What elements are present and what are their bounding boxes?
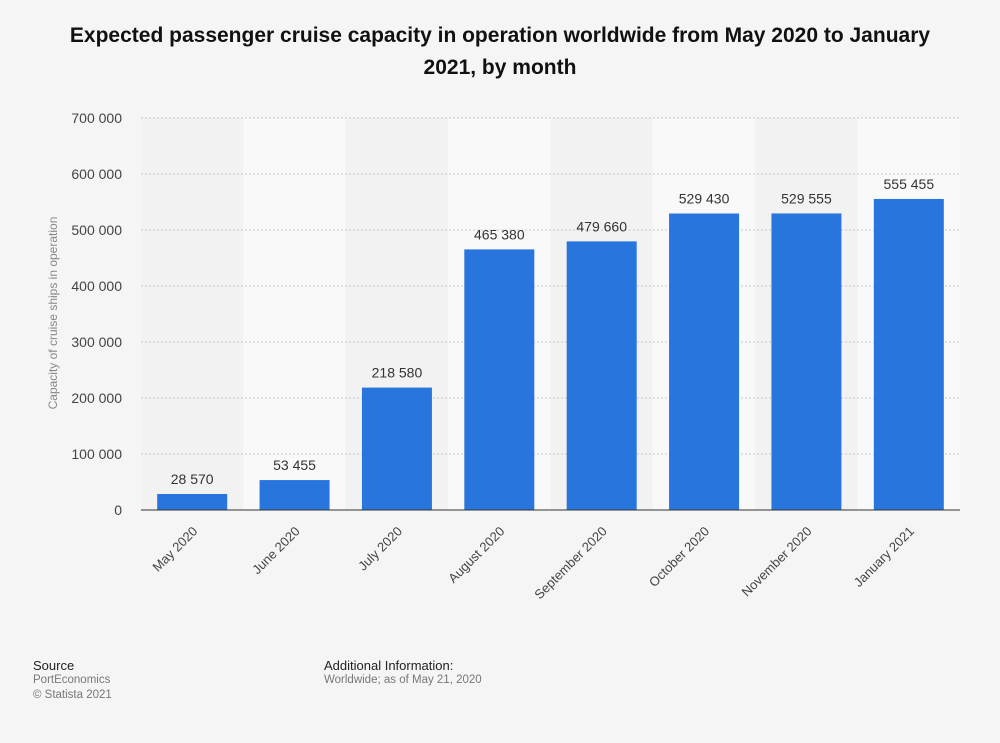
y-tick-label: 500 000	[71, 222, 122, 238]
x-tick-label: November 2020	[739, 524, 815, 600]
y-tick-label: 400 000	[71, 278, 122, 294]
plot-band	[243, 118, 346, 510]
x-tick-label: May 2020	[149, 524, 200, 575]
bars	[157, 198, 944, 511]
copyright: © Statista 2021	[33, 689, 112, 701]
chart-title: Expected passenger cruise capacity in op…	[69, 24, 931, 79]
x-tick-label: June 2020	[249, 524, 303, 578]
bar[interactable]	[566, 241, 637, 511]
x-axis-ticks: May 2020 June 2020 July 2020 August 2020 Sep…	[149, 524, 917, 603]
data-label: 53 455	[273, 457, 316, 473]
x-tick-label: January 2021	[851, 524, 917, 590]
y-tick-label: 300 000	[71, 334, 122, 350]
x-tick-label: August 2020	[445, 524, 507, 586]
y-tick-label: 200 000	[71, 390, 122, 406]
additional-info-text: Worldwide; as of May 21, 2020	[324, 674, 482, 686]
data-label: 465 380	[474, 226, 525, 242]
y-tick-label: 700 000	[71, 110, 122, 126]
additional-info-block: Additional Information: Worldwide; as of…	[324, 658, 482, 688]
x-tick-label: September 2020	[531, 524, 610, 603]
y-tick-label: 0	[114, 502, 122, 518]
bar[interactable]	[669, 213, 740, 510]
source-heading: Source	[33, 658, 75, 673]
gridlines	[141, 117, 960, 455]
bar[interactable]	[873, 198, 944, 511]
data-label: 28 570	[171, 471, 214, 487]
value-labels: 28 570 53 455 218 580 465 380 479 660 529 430…	[171, 176, 935, 487]
source-name[interactable]: PortEconomics	[33, 674, 111, 686]
bar[interactable]	[464, 249, 535, 510]
bar[interactable]	[361, 387, 432, 510]
data-label: 529 430	[679, 191, 730, 207]
bar[interactable]	[157, 494, 228, 510]
y-axis-label: Capacity of cruise ships in operation	[46, 217, 60, 410]
data-label: 529 555	[781, 190, 832, 206]
x-tick-label: July 2020	[355, 524, 405, 574]
bar[interactable]	[771, 213, 842, 510]
additional-info-heading: Additional Information:	[324, 658, 454, 673]
y-tick-label: 600 000	[71, 166, 122, 182]
x-tick-label: October 2020	[646, 524, 712, 590]
y-axis-ticks: 0 100 000 200 000 300 000 400 000 500 000 600 …	[71, 110, 122, 518]
data-label: 218 580	[372, 365, 423, 381]
plot-band	[141, 118, 244, 510]
data-label: 479 660	[576, 218, 627, 234]
y-tick-label: 100 000	[71, 446, 122, 462]
source-block: Source PortEconomics © Statista 2021	[33, 658, 112, 703]
bar[interactable]	[259, 480, 330, 510]
data-label: 555 455	[884, 176, 935, 192]
